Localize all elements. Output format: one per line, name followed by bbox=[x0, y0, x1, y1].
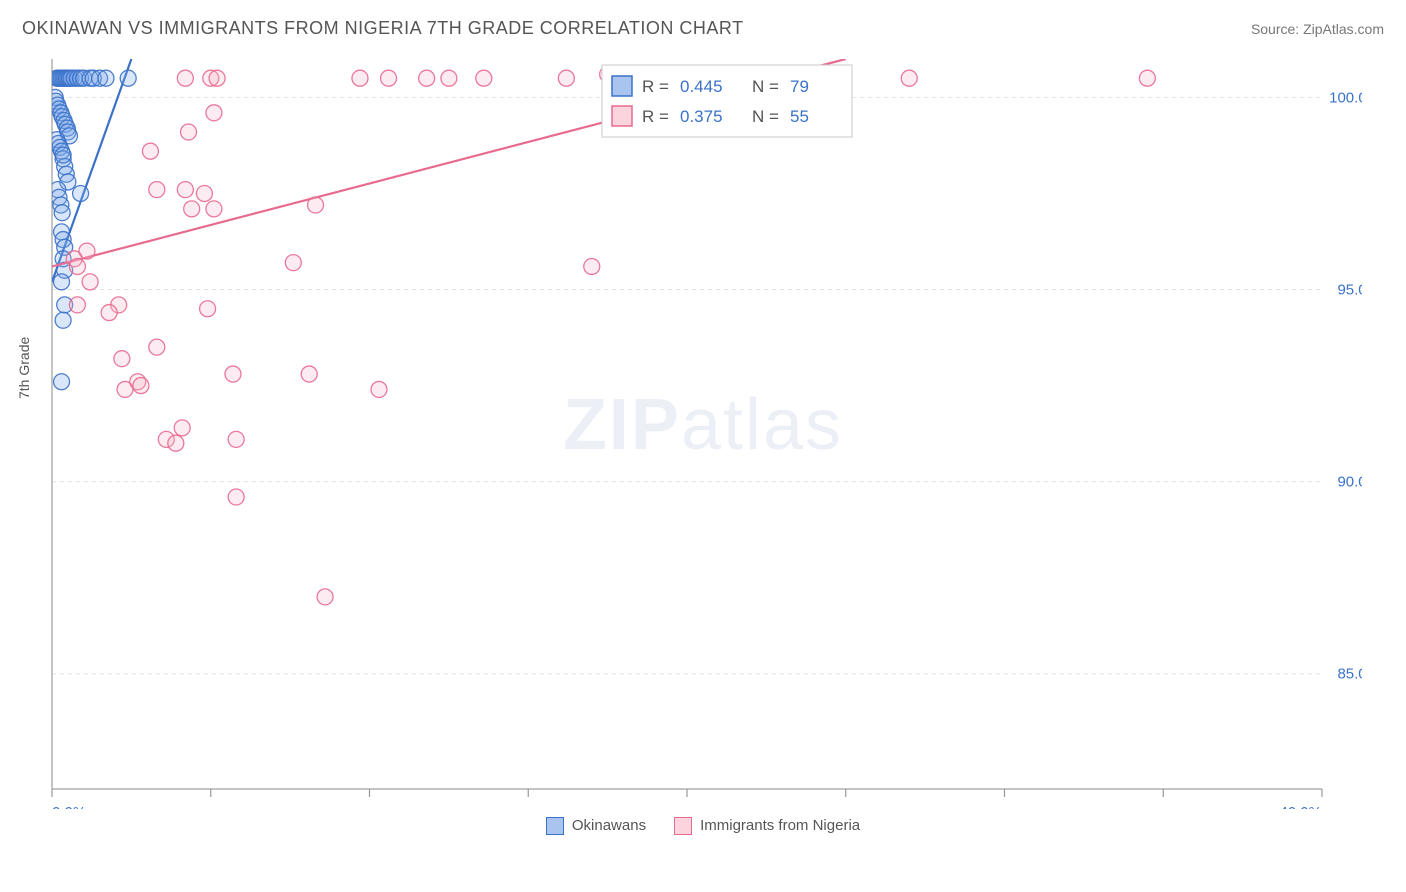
chart-area: 7th Grade 85.0%90.0%95.0%100.0%0.0%40.0%… bbox=[22, 49, 1384, 809]
legend-item: Okinawans bbox=[546, 817, 646, 835]
svg-text:N =: N = bbox=[752, 77, 779, 96]
svg-text:0.375: 0.375 bbox=[680, 107, 723, 126]
svg-text:79: 79 bbox=[790, 77, 809, 96]
legend-swatch bbox=[674, 817, 692, 835]
chart-title: OKINAWAN VS IMMIGRANTS FROM NIGERIA 7TH … bbox=[22, 18, 744, 39]
scatter-chart: 85.0% 90.0% 95.0% 100.0% 0.0% 40.0% R = 0.445 N … bbox=[22, 49, 1362, 809]
legend-item: Immigrants from Nigeria bbox=[674, 817, 860, 835]
svg-text:0.445: 0.445 bbox=[680, 77, 723, 96]
svg-text:90.0%: 90.0% bbox=[1337, 474, 1362, 491]
source-label: Source: ZipAtlas.com bbox=[1251, 21, 1384, 37]
legend-label: Okinawans bbox=[572, 817, 646, 834]
svg-text:40.0%: 40.0% bbox=[1279, 804, 1322, 809]
svg-text:R =: R = bbox=[642, 107, 669, 126]
legend-label: Immigrants from Nigeria bbox=[700, 817, 860, 834]
legend-bottom: Okinawans Immigrants from Nigeria bbox=[0, 817, 1406, 835]
y-axis-label: 7th Grade bbox=[16, 337, 32, 399]
svg-text:95.0%: 95.0% bbox=[1337, 282, 1362, 299]
svg-text:85.0%: 85.0% bbox=[1337, 666, 1362, 683]
svg-text:0.0%: 0.0% bbox=[52, 804, 86, 809]
legend-swatch bbox=[546, 817, 564, 835]
svg-text:100.0%: 100.0% bbox=[1329, 89, 1362, 106]
svg-text:N =: N = bbox=[752, 107, 779, 126]
svg-text:R =: R = bbox=[642, 77, 669, 96]
svg-text:55: 55 bbox=[790, 107, 809, 126]
